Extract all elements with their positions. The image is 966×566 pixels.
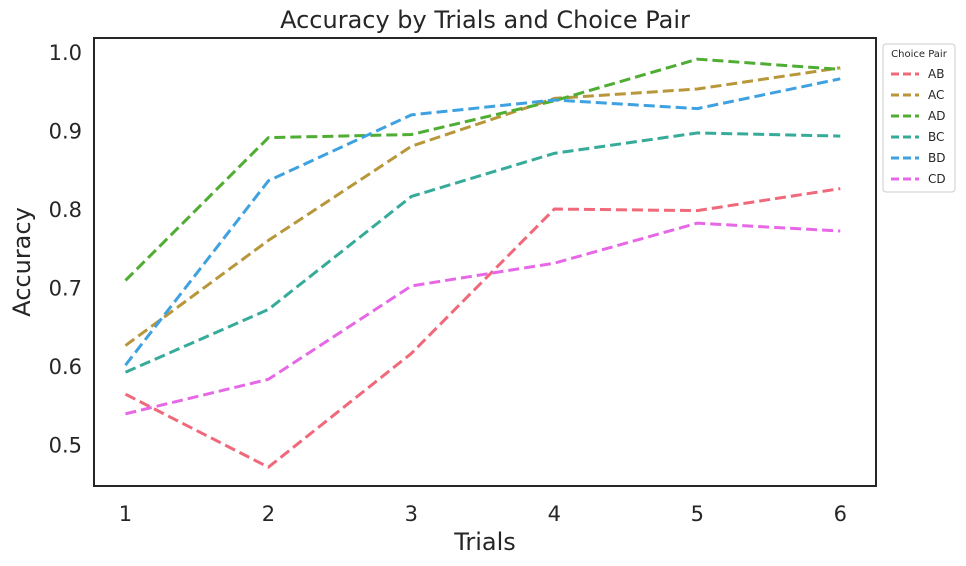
y-axis-title: Accuracy bbox=[8, 207, 36, 317]
x-tick-label: 4 bbox=[548, 502, 561, 526]
series-line-bc bbox=[124, 131, 841, 374]
legend-label-ab: AB bbox=[928, 67, 944, 81]
x-axis-title: Trials bbox=[453, 528, 516, 556]
x-tick-label: 2 bbox=[262, 502, 275, 526]
legend-label-bc: BC bbox=[928, 130, 944, 144]
series-line-bd bbox=[124, 77, 841, 367]
x-tick-label: 5 bbox=[691, 502, 704, 526]
series-line-ab bbox=[124, 187, 841, 469]
x-tick-label: 3 bbox=[405, 502, 418, 526]
y-tick-label: 0.8 bbox=[49, 198, 82, 222]
legend-label-cd: CD bbox=[928, 172, 946, 186]
legend: Choice Pair AB AC AD BC BD CD bbox=[882, 43, 956, 193]
y-tick-label: 0.9 bbox=[49, 120, 82, 144]
chart-title: Accuracy by Trials and Choice Pair bbox=[280, 6, 690, 34]
series-line-ad bbox=[124, 57, 841, 282]
x-tick-label: 6 bbox=[834, 502, 847, 526]
y-tick-label: 0.6 bbox=[49, 355, 82, 379]
series-line-ac bbox=[124, 66, 841, 347]
y-tick-label: 1.0 bbox=[49, 41, 82, 65]
series-line-cd bbox=[125, 221, 841, 416]
legend-label-ac: AC bbox=[928, 88, 944, 102]
x-tick-label: 1 bbox=[119, 502, 132, 526]
legend-box bbox=[882, 43, 956, 193]
y-tick-label: 0.7 bbox=[49, 276, 82, 300]
plot-frame bbox=[93, 37, 877, 487]
legend-title: Choice Pair bbox=[891, 49, 948, 60]
y-tick-label: 0.5 bbox=[49, 433, 82, 457]
legend-label-bd: BD bbox=[928, 151, 945, 165]
tick-layer: 0.5 0.6 0.7 0.8 0.9 1.0 1 2 3 4 5 6 bbox=[49, 41, 847, 526]
series-layer bbox=[124, 57, 841, 469]
legend-label-ad: AD bbox=[928, 109, 945, 123]
